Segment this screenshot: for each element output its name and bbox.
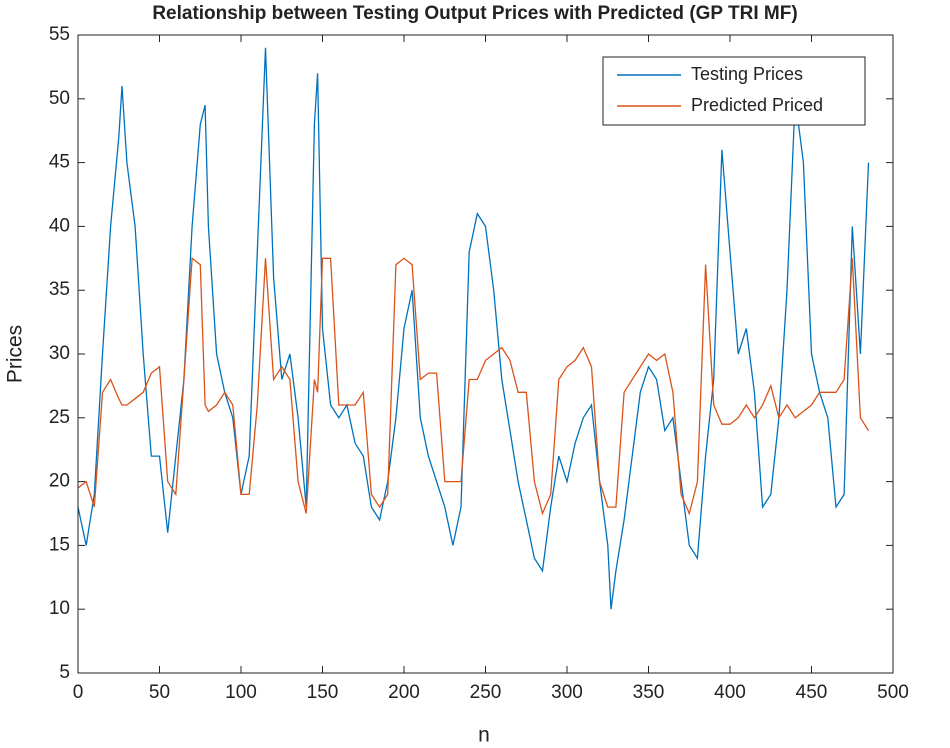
series-line (77, 257, 870, 516)
y-tick-label: 20 (49, 471, 70, 492)
x-tick-label: 400 (714, 682, 746, 703)
x-axis-label: n (478, 724, 490, 747)
x-tick-label: 50 (149, 682, 170, 703)
y-tick-label: 50 (49, 88, 70, 109)
x-tick-label: 500 (877, 682, 909, 703)
chart-title: Relationship between Testing Output Pric… (152, 3, 797, 24)
y-tick-label: 40 (49, 215, 70, 236)
y-tick-label: 55 (49, 24, 70, 45)
x-tick-label: 200 (388, 682, 420, 703)
legend-box (602, 56, 866, 126)
y-tick-label: 35 (49, 279, 70, 300)
y-tick-label: 10 (49, 598, 70, 619)
x-tick-label: 0 (73, 682, 84, 703)
x-tick-label: 450 (796, 682, 828, 703)
legend-label: Testing Prices (691, 64, 803, 84)
legend-label: Predicted Priced (691, 95, 823, 115)
y-tick-label: 45 (49, 152, 70, 173)
y-tick-label: 30 (49, 343, 70, 364)
series-line (77, 47, 870, 610)
axes-box (77, 34, 894, 674)
x-tick-label: 150 (307, 682, 339, 703)
y-tick-label: 25 (49, 407, 70, 428)
x-tick-label: 100 (225, 682, 257, 703)
y-tick-label: 5 (59, 662, 70, 683)
y-tick-label: 15 (49, 534, 70, 555)
x-tick-label: 300 (551, 682, 583, 703)
x-tick-label: 250 (470, 682, 502, 703)
plot-area (78, 35, 893, 673)
x-tick-label: 350 (633, 682, 665, 703)
y-axis-label: Prices (4, 325, 27, 383)
